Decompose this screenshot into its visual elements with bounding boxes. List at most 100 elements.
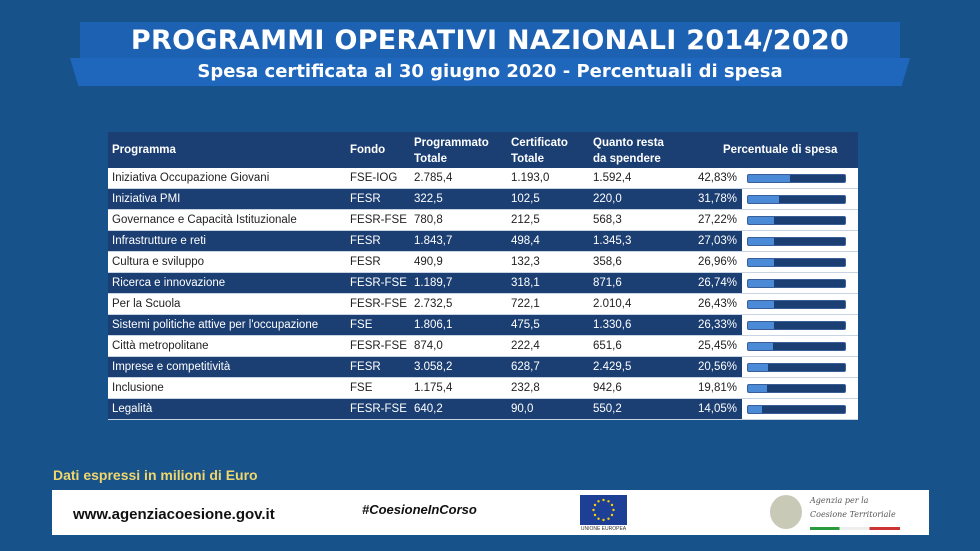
hashtag: #CoesioneInCorso — [362, 502, 477, 517]
row-stripe — [108, 315, 742, 335]
header-programma: Programma — [112, 144, 176, 156]
eu-flag-icon — [580, 495, 627, 525]
percentage-bar-fill — [748, 364, 768, 371]
table-cell: FSE — [350, 319, 373, 331]
table-cell: 1.189,7 — [414, 277, 453, 289]
table-cell: Imprese e competitività — [112, 361, 231, 373]
row-stripe — [108, 189, 742, 209]
italian-emblem-icon — [770, 495, 802, 529]
table-cell: 102,5 — [511, 193, 540, 205]
table-row: Infrastrutture e reti FESR 1.843,7 498,4 1.3… — [108, 231, 858, 252]
table-cell: 780,8 — [414, 214, 443, 226]
label: Quanto resta — [593, 137, 664, 149]
table-cell: Iniziativa PMI — [112, 193, 181, 205]
table-cell: FESR — [350, 256, 381, 268]
table-cell: Per la Scuola — [112, 298, 181, 310]
percentage-bar — [747, 216, 846, 225]
table-cell: Inclusione — [112, 382, 164, 394]
table-body: Iniziativa Occupazione Giovani FSE-IOG 2.7… — [108, 168, 858, 420]
header-programmato: Programmato Totale — [414, 135, 489, 167]
table-cell: FESR-FSE — [350, 403, 407, 415]
table-cell: 212,5 — [511, 214, 540, 226]
table-cell: 874,0 — [414, 340, 443, 352]
percentage-bar-fill — [748, 406, 762, 413]
percentage-bar-fill — [748, 259, 775, 266]
percentage-bar-fill — [748, 322, 774, 329]
table-cell: 1.193,0 — [511, 172, 550, 184]
table-cell: 498,4 — [511, 235, 540, 247]
table-cell: 628,7 — [511, 361, 540, 373]
table-cell: FESR — [350, 193, 381, 205]
percentage-bar-fill — [748, 217, 775, 224]
percentage-bar-fill — [748, 343, 773, 350]
table-cell: Governance e Capacità Istituzionale — [112, 214, 297, 226]
table-cell: 550,2 — [593, 403, 622, 415]
table-cell: 20,56% — [698, 361, 738, 373]
table-row: Città metropolitane FESR-FSE 874,0 222,4 651… — [108, 336, 858, 357]
table-cell: 26,33% — [698, 319, 738, 331]
table-cell: 42,83% — [698, 172, 738, 184]
table-cell: 222,4 — [511, 340, 540, 352]
table-cell: Città metropolitane — [112, 340, 209, 352]
label: Totale — [511, 153, 545, 165]
table-row: Sistemi politiche attive per l'occupazio… — [108, 315, 858, 336]
label: Totale — [414, 153, 448, 165]
percentage-bar — [747, 300, 846, 309]
table-cell: 2.429,5 — [593, 361, 632, 373]
table-cell: 25,45% — [698, 340, 738, 352]
eu-stars — [592, 498, 615, 522]
header-resta: Quanto resta da spendere — [593, 135, 664, 167]
table-cell: 871,6 — [593, 277, 622, 289]
unit-note: Dati espressi in milioni di Euro — [53, 467, 258, 483]
header-certificato: Certificato Totale — [511, 135, 568, 167]
percentage-bar-fill — [748, 238, 775, 245]
table-cell: 14,05% — [698, 403, 738, 415]
website-link[interactable]: www.agenziacoesione.gov.it — [73, 506, 275, 523]
table-cell: 1.806,1 — [414, 319, 453, 331]
data-table: Programma Fondo Programmato Totale Certif… — [108, 132, 858, 420]
table-cell: 722,1 — [511, 298, 540, 310]
table-cell: 1.175,4 — [414, 382, 453, 394]
table-row: Imprese e competitività FESR 3.058,2 628,7 2… — [108, 357, 858, 378]
table-cell: Cultura e sviluppo — [112, 256, 205, 268]
table-cell: FESR-FSE — [350, 214, 407, 226]
percentage-bar-fill — [748, 196, 779, 203]
row-stripe — [108, 357, 742, 377]
table-row: Iniziativa Occupazione Giovani FSE-IOG 2.7… — [108, 168, 858, 189]
tricolor-stripe — [810, 527, 900, 530]
table-cell: FESR-FSE — [350, 298, 407, 310]
percentage-bar — [747, 384, 846, 393]
percentage-bar — [747, 405, 846, 414]
table-cell: Ricerca e innovazione — [112, 277, 226, 289]
table-row: Legalità FESR-FSE 640,2 90,0 550,2 14,05% — [108, 399, 858, 420]
table-cell: 3.058,2 — [414, 361, 453, 373]
table-cell: 232,8 — [511, 382, 540, 394]
row-stripe — [108, 273, 742, 293]
table-cell: 1.345,3 — [593, 235, 632, 247]
header-percentuale: Percentuale di spesa — [723, 144, 838, 156]
eu-label: UNIONE EUROPEA — [580, 526, 627, 532]
percentage-bar — [747, 321, 846, 330]
table-cell: FESR — [350, 235, 381, 247]
percentage-bar — [747, 258, 846, 267]
row-stripe — [108, 399, 742, 419]
table-cell: Iniziativa Occupazione Giovani — [112, 172, 270, 184]
table-cell: FESR-FSE — [350, 277, 407, 289]
table-row: Inclusione FSE 1.175,4 232,8 942,6 19,81% — [108, 378, 858, 399]
table-cell: 318,1 — [511, 277, 540, 289]
label: Programmato — [414, 137, 489, 149]
table-cell: 2.785,4 — [414, 172, 453, 184]
table-cell: FSE-IOG — [350, 172, 398, 184]
table-cell: Legalità — [112, 403, 153, 415]
percentage-bar-fill — [748, 301, 774, 308]
table-cell: 26,43% — [698, 298, 738, 310]
agency-logo: Agenzia per la Coesione Territoriale — [810, 494, 896, 522]
table-cell: 1.330,6 — [593, 319, 632, 331]
table-cell: 1.843,7 — [414, 235, 453, 247]
table-cell: 27,22% — [698, 214, 738, 226]
table-cell: FESR-FSE — [350, 340, 407, 352]
table-cell: Sistemi politiche attive per l'occupazio… — [112, 319, 319, 331]
table-cell: 358,6 — [593, 256, 622, 268]
percentage-bar — [747, 174, 846, 183]
percentage-bar — [747, 342, 846, 351]
